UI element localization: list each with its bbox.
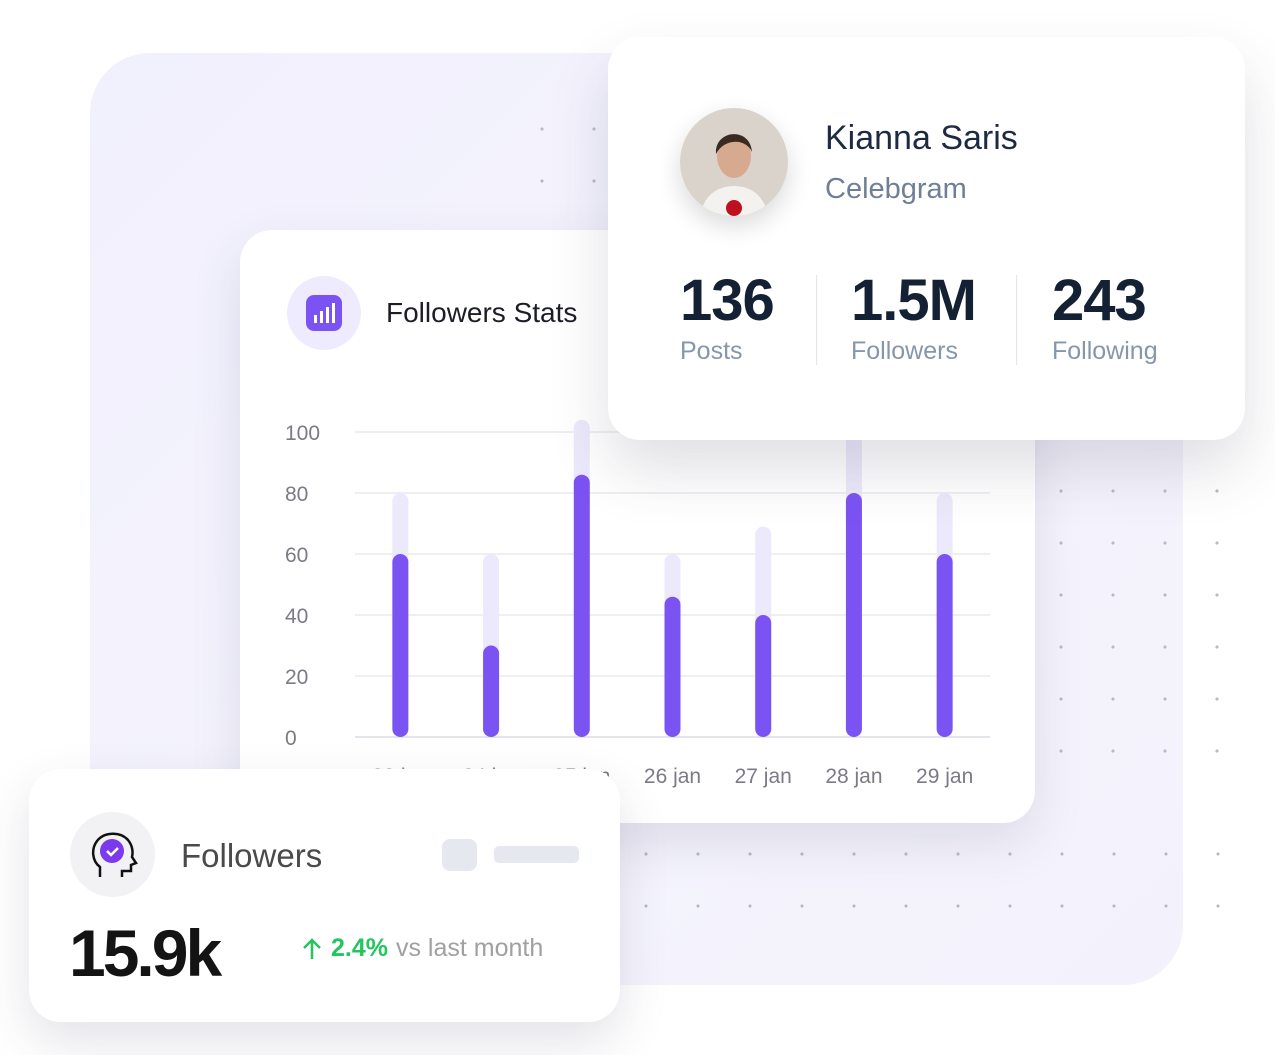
head-check-icon [70,812,155,897]
x-tick-label: 26 jan [644,765,701,788]
y-tick-label: 60 [285,544,308,567]
stat-followers: 1.5M Followers [851,268,977,366]
followers-card: Followers 15.9k 2.4% vs last month [29,769,620,1022]
bar [483,645,500,737]
bar [392,554,409,737]
dot-pattern [620,828,1243,932]
profile-name: Kianna Saris [825,119,1018,157]
bar [755,615,772,737]
trend-indicator: 2.4% vs last month [301,934,543,963]
stat-value: 1.5M [851,268,977,333]
stat-following: 243 Following [1052,269,1158,366]
skeleton-placeholder [494,846,579,863]
x-tick-label: 29 jan [916,765,973,788]
profile-card: Kianna Saris Celebgram 136 Posts 1.5M Foll… [608,37,1245,440]
y-tick-label: 100 [285,422,320,445]
followers-count: 15.9k [69,916,222,990]
stat-value: 136 [680,268,775,333]
dot-pattern [516,103,620,207]
stat-posts: 136 Posts [680,268,775,366]
bar [664,596,681,737]
bar [845,493,862,737]
y-tick-label: 80 [285,483,308,506]
stat-label: Posts [680,337,743,365]
skeleton-placeholder [442,839,477,871]
bar [936,554,953,737]
change-suffix: vs last month [395,934,544,962]
card-title: Followers Stats [386,297,578,328]
bar-chart-icon [287,276,361,350]
stat-value: 243 [1052,268,1147,333]
divider [816,275,817,365]
stat-label: Following [1052,337,1158,365]
divider [1016,275,1017,365]
change-percent: 2.4% [331,934,388,962]
stat-label: Followers [851,337,958,365]
bar [573,474,590,737]
dot-pattern [1035,465,1243,777]
y-tick-label: 0 [285,727,297,750]
x-tick-label: 28 jan [825,765,882,788]
avatar [680,108,788,216]
y-tick-label: 20 [285,666,308,689]
followers-title: Followers [181,837,323,874]
profile-role: Celebgram [825,173,967,205]
x-tick-label: 27 jan [735,765,792,788]
arrow-up-icon [303,937,321,959]
y-tick-label: 40 [285,605,308,628]
